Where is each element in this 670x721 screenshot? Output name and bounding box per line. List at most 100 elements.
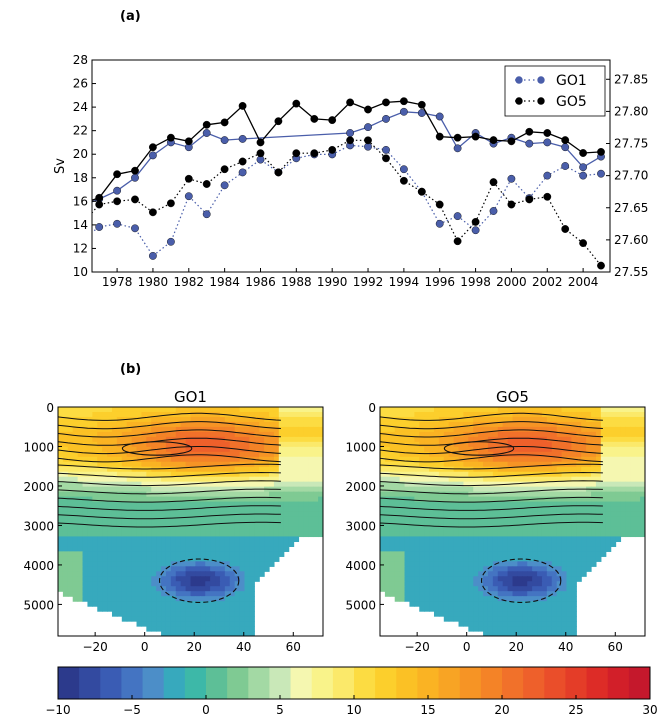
field-cell — [458, 596, 465, 602]
field-cell — [571, 631, 577, 636]
field-cell — [254, 446, 260, 453]
field-cell — [126, 596, 133, 602]
field-cell — [249, 596, 255, 602]
field-cell — [146, 471, 152, 478]
field-cell — [492, 466, 499, 473]
field-cell — [190, 481, 197, 488]
field-cell — [424, 601, 430, 607]
contour-line — [380, 437, 603, 446]
field-cell — [224, 441, 231, 448]
field-cell — [244, 456, 250, 463]
field-cell — [556, 491, 563, 498]
field-cell — [87, 556, 93, 562]
field-cell — [438, 611, 445, 617]
field-cell — [502, 416, 509, 423]
field-cell — [487, 576, 494, 582]
field-cell — [170, 611, 177, 617]
field-cell — [512, 496, 519, 503]
field-cell — [170, 461, 177, 468]
field-cell — [210, 621, 216, 627]
field-cell — [87, 461, 93, 468]
field-cell — [165, 501, 172, 508]
field-cell — [239, 411, 246, 418]
field-cell — [404, 446, 411, 453]
field-cell — [453, 471, 460, 478]
field-cell — [156, 496, 162, 503]
field-cell — [288, 436, 295, 443]
field-cell — [156, 471, 162, 478]
field-cell — [249, 561, 255, 567]
data-point — [148, 208, 157, 217]
field-cell — [165, 526, 172, 533]
field-cell — [532, 616, 538, 622]
field-cell — [512, 556, 519, 562]
field-cell — [190, 446, 197, 453]
field-cell — [541, 616, 548, 622]
field-cell — [77, 511, 84, 518]
field-cell — [541, 571, 548, 577]
field-cell — [458, 426, 465, 433]
data-point — [561, 136, 570, 145]
field-cell — [615, 506, 622, 513]
field-cell — [298, 421, 304, 428]
field-cell — [389, 446, 396, 453]
field-cell — [414, 506, 420, 513]
field-cell — [116, 451, 123, 458]
field-cell — [303, 407, 309, 413]
field-cell — [487, 511, 494, 518]
field-cell — [640, 466, 645, 473]
field-cell — [448, 461, 455, 468]
field-cell — [190, 456, 197, 463]
field-cell — [126, 426, 133, 433]
data-point — [292, 149, 301, 158]
field-cell — [537, 571, 543, 577]
field-cell — [635, 461, 641, 468]
field-cell — [473, 471, 479, 478]
field-cell — [468, 441, 474, 448]
field-cell — [468, 511, 474, 518]
field-cell — [200, 541, 206, 547]
field-cell — [586, 426, 592, 433]
field-cell — [229, 456, 236, 463]
data-point — [328, 145, 337, 154]
field-cell — [136, 426, 143, 433]
data-point — [489, 178, 498, 187]
field-cell — [404, 551, 411, 557]
field-cell — [414, 431, 420, 438]
field-cell — [473, 536, 479, 543]
field-cell — [92, 491, 98, 498]
field-cell — [77, 466, 84, 473]
field-cell — [468, 481, 474, 488]
field-cell — [229, 426, 236, 433]
field-cell — [195, 566, 201, 572]
field-cell — [195, 456, 201, 463]
field-cell — [473, 571, 479, 577]
field-cell — [595, 496, 602, 503]
field-cell — [429, 471, 435, 478]
field-cell — [380, 441, 386, 448]
field-cell — [551, 551, 558, 557]
field-cell — [67, 516, 74, 523]
field-cell — [605, 407, 612, 413]
field-cell — [561, 586, 568, 592]
field-cell — [77, 516, 84, 523]
field-cell — [219, 511, 226, 518]
field-cell — [438, 436, 445, 443]
field-cell — [308, 476, 314, 483]
field-cell — [318, 486, 323, 493]
colorbar-swatch — [544, 667, 566, 699]
field-cell — [229, 601, 236, 607]
field-cell — [62, 556, 69, 562]
field-cell — [507, 561, 514, 567]
field-cell — [497, 531, 504, 538]
field-cell — [244, 431, 250, 438]
field-cell — [591, 411, 597, 418]
field-cell — [303, 431, 309, 438]
field-cell — [384, 506, 391, 513]
field-cell — [126, 481, 133, 488]
field-cell — [195, 441, 201, 448]
field-cell — [473, 506, 479, 513]
field-cell — [541, 446, 548, 453]
field-cell — [67, 571, 74, 577]
field-cell — [566, 471, 572, 478]
